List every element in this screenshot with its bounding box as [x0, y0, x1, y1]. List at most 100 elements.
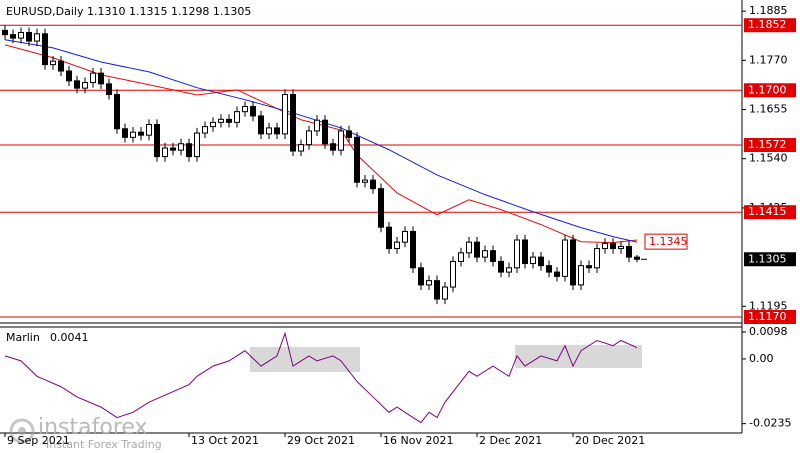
candle-body	[138, 131, 144, 136]
candle-body	[114, 94, 120, 130]
y-tick-label: 1.1770	[749, 53, 788, 66]
candle-body	[298, 144, 304, 152]
candle-body	[466, 241, 472, 254]
ma-label: 1.1345	[649, 235, 688, 248]
candle-body	[266, 127, 272, 135]
candle-body	[586, 265, 592, 269]
candle-body	[378, 188, 384, 228]
candle-body	[386, 226, 392, 250]
candle-body	[10, 34, 16, 39]
candle-body	[314, 119, 320, 132]
candle-body	[434, 280, 440, 300]
level-label: 1.1415	[748, 205, 787, 218]
candle-body	[458, 252, 464, 262]
candle-body	[546, 265, 552, 273]
candle-body	[450, 260, 456, 288]
indicator-value: 0.0041	[50, 331, 89, 344]
candle-body	[154, 123, 160, 158]
level-label: 1.1700	[748, 83, 787, 96]
candle-body	[178, 143, 184, 151]
y-tick-label: 1.1195	[749, 299, 788, 312]
candle-body	[98, 72, 104, 85]
x-tick-label: 9 Sep 2021	[7, 434, 70, 447]
candle-body	[34, 33, 40, 42]
y-tick-label: 1.1885	[749, 4, 788, 17]
candle-body	[258, 115, 264, 135]
candle-body	[210, 121, 216, 128]
last-price-box	[744, 252, 796, 267]
level-label-box	[744, 310, 796, 325]
candle-body	[474, 241, 480, 258]
candle-body	[274, 127, 280, 135]
watermark: Instant Forex Trading	[46, 438, 162, 451]
y-tick-label: 1.1540	[749, 152, 788, 165]
candle-body	[626, 245, 632, 258]
x-tick-label: 20 Dec 2021	[575, 434, 645, 447]
candle-body	[610, 242, 616, 250]
y-tick-label: 1.1655	[749, 103, 788, 116]
candle-body	[338, 130, 344, 151]
candle-body	[42, 33, 48, 66]
candle-body	[602, 242, 608, 250]
x-tick-label: 13 Oct 2021	[191, 434, 259, 447]
x-tick-label: 2 Dec 2021	[479, 434, 542, 447]
candle-body	[514, 239, 520, 269]
chart-title: EURUSD,Daily 1.1310 1.1315 1.1298 1.1305	[6, 5, 251, 18]
candle-body	[226, 118, 232, 123]
candle-body	[354, 136, 360, 183]
candle-body	[82, 82, 88, 89]
candle-body	[490, 250, 496, 262]
candle-body	[90, 72, 96, 84]
ma-line	[4, 44, 638, 244]
level-label-box	[744, 83, 796, 98]
candle-body	[74, 80, 80, 89]
candle-body	[594, 248, 600, 269]
y-tick-label: -0.0235	[749, 417, 791, 430]
candle-body	[482, 250, 488, 258]
candle-body	[322, 119, 328, 145]
x-tick-label: 16 Nov 2021	[383, 434, 453, 447]
candle-body	[2, 29, 8, 36]
candle-body	[410, 230, 416, 269]
level-label: 1.1572	[748, 138, 787, 151]
candle-body	[58, 60, 64, 72]
level-label-box	[744, 138, 796, 153]
watermark-logo	[9, 418, 35, 444]
candle-body	[146, 123, 152, 136]
candle-body	[162, 147, 168, 158]
candle-body	[194, 132, 200, 158]
y-tick-label: 0.00	[749, 352, 774, 365]
candle-body	[130, 131, 136, 138]
candle-body	[634, 256, 640, 260]
candle-body	[370, 179, 376, 190]
candle-body	[498, 260, 504, 273]
candle-body	[202, 126, 208, 134]
candle-body	[506, 267, 512, 273]
candle-body	[106, 83, 112, 96]
candle-body	[306, 130, 312, 146]
indicator-line	[4, 331, 638, 424]
candle-body	[554, 271, 560, 277]
level-label: 1.1170	[748, 310, 787, 323]
candle-body	[218, 118, 224, 123]
candle-body	[418, 267, 424, 286]
y-tick-label: 0.0098	[749, 325, 788, 338]
candle-body	[442, 286, 448, 300]
ma-label-box	[644, 233, 688, 250]
last-price-label: 1.1305	[748, 252, 787, 265]
candle-body	[426, 280, 432, 286]
candle-body	[570, 239, 576, 286]
candle-body	[578, 265, 584, 286]
candle-body	[522, 239, 528, 265]
candle-body	[394, 241, 400, 250]
level-label-box	[744, 18, 796, 33]
candle-body	[538, 256, 544, 267]
candle-body	[122, 128, 128, 138]
candle-body	[346, 130, 352, 138]
candle-body	[362, 179, 368, 183]
candle-body	[18, 32, 24, 39]
indicator-name: Marlin	[6, 331, 40, 344]
level-label-box	[744, 205, 796, 220]
